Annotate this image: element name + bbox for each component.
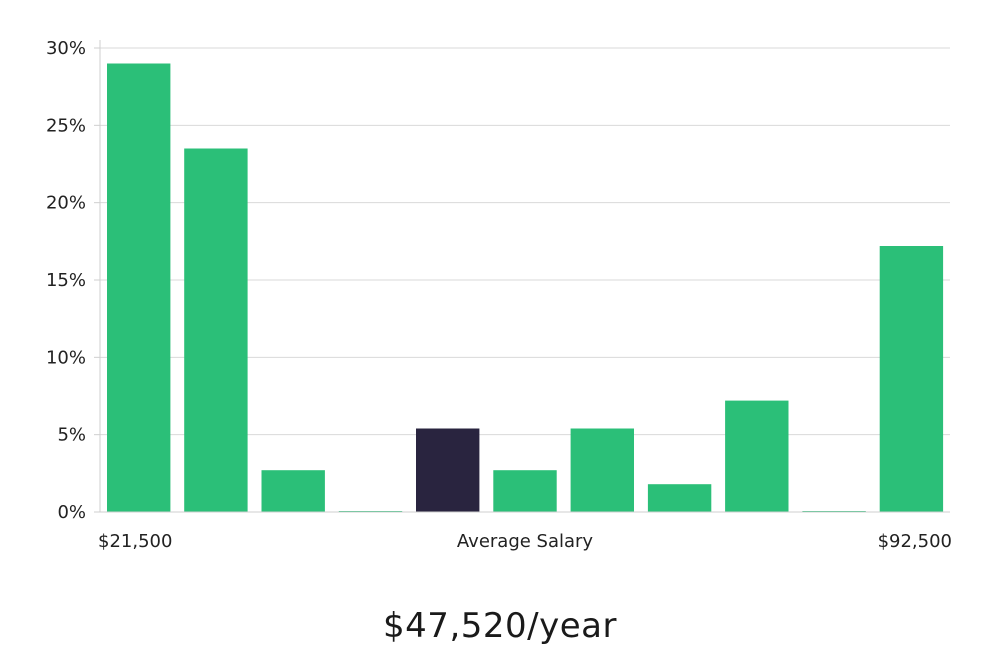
y-tick-label: 30% [46,38,86,59]
y-tick-label: 10% [46,347,86,368]
y-tick-label: 15% [46,270,86,291]
x-max-label: $92,500 [878,531,952,552]
bar [725,400,789,512]
salary-histogram: 0% 5% 10% 15% 20% 25% 30% $21,500 Average Sala… [46,38,952,552]
y-tick-label: 20% [46,193,86,214]
bar [107,63,171,512]
bar [493,470,557,512]
average-salary-value: $47,520/year [383,606,617,646]
y-tick-label: 0% [57,502,86,523]
y-tick-label: 25% [46,115,86,136]
bar [879,246,944,512]
bar [184,148,248,512]
x-axis-title: Average Salary [457,531,594,552]
x-min-label: $21,500 [98,531,172,552]
y-tick-label: 5% [57,425,86,446]
bar-highlighted [416,428,480,512]
bar [570,428,634,512]
bar [261,470,325,512]
bar [647,484,712,512]
